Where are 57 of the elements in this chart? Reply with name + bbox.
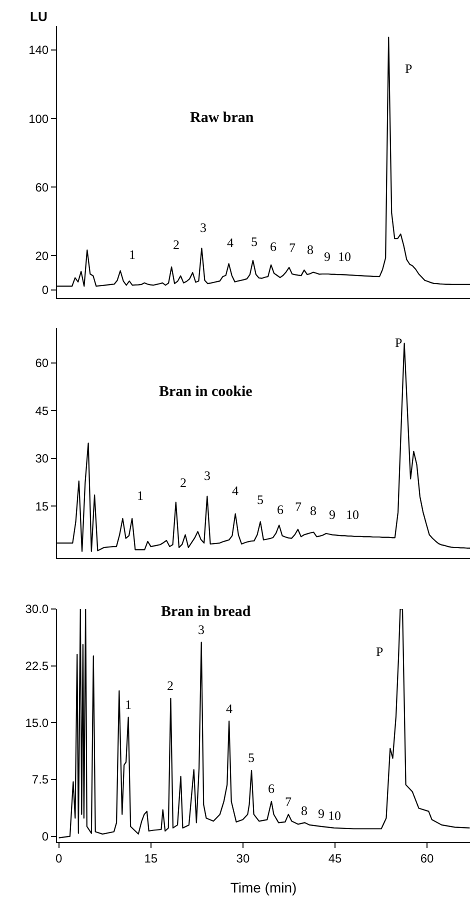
annotation: 8 <box>310 503 316 518</box>
x-tick-label: 0 <box>55 851 62 866</box>
x-tick-label: 45 <box>328 851 342 866</box>
annotation: 1 <box>137 488 144 503</box>
x-tick-label: 30 <box>236 851 250 866</box>
annotation: 9 <box>318 806 324 821</box>
y-tick-label: 30 <box>35 452 49 466</box>
x-axis-title: Time (min) <box>230 880 297 896</box>
y-tick-label: 0 <box>42 283 49 298</box>
annotation: 10 <box>338 249 351 264</box>
y-axis-title: LU <box>30 9 48 24</box>
annotation: 10 <box>328 808 341 823</box>
annotation: 4 <box>227 235 234 250</box>
annotation: P <box>405 61 412 76</box>
annotation: 3 <box>198 622 204 637</box>
annotation: 1 <box>125 697 132 712</box>
annotation: 4 <box>232 483 239 498</box>
annotation: P <box>395 335 402 350</box>
y-tick-label: 60 <box>35 180 49 194</box>
annotation: 6 <box>277 502 284 517</box>
text: Bran in cookie <box>159 384 253 400</box>
annotation: P <box>376 644 384 659</box>
annotation: 9 <box>329 507 336 522</box>
annotation: 5 <box>248 750 254 765</box>
annotation: 5 <box>257 492 264 507</box>
annotation: 10 <box>346 507 359 522</box>
y-tick-label: 7.5 <box>32 772 49 787</box>
y-tick-label: 15 <box>35 499 49 514</box>
annotation: 5 <box>251 234 258 249</box>
y-tick-label: 0 <box>42 830 49 844</box>
annotation: 1 <box>129 247 136 262</box>
y-tick-label: 30.0 <box>25 602 49 616</box>
annotation: 8 <box>301 803 308 818</box>
annotation: 6 <box>270 239 277 254</box>
annotation: 7 <box>285 794 292 809</box>
annotation: 7 <box>295 499 302 514</box>
annotation: 2 <box>173 237 180 252</box>
x-tick-label: 15 <box>144 851 158 866</box>
y-tick-label: 15.0 <box>25 716 49 730</box>
text: Raw bran <box>190 110 254 126</box>
y-tick-label: 140 <box>28 43 49 58</box>
annotation: 9 <box>324 249 330 264</box>
annotation: 3 <box>200 220 206 235</box>
chart-title: Bran in bread <box>161 604 252 620</box>
y-tick-label: 100 <box>28 112 49 126</box>
y-tick-label: 22.5 <box>25 659 49 674</box>
annotation: 8 <box>307 242 314 257</box>
y-tick-label: 20 <box>35 248 49 263</box>
x-tick-label: 60 <box>420 851 434 866</box>
y-tick-label: 60 <box>35 356 49 370</box>
annotation: 3 <box>204 468 210 483</box>
annotation: 2 <box>167 678 174 693</box>
y-tick-label: 45 <box>35 404 49 418</box>
annotation: 4 <box>226 701 233 716</box>
annotation: 7 <box>289 240 296 255</box>
annotation: 6 <box>268 781 275 796</box>
annotation: 2 <box>180 475 186 490</box>
